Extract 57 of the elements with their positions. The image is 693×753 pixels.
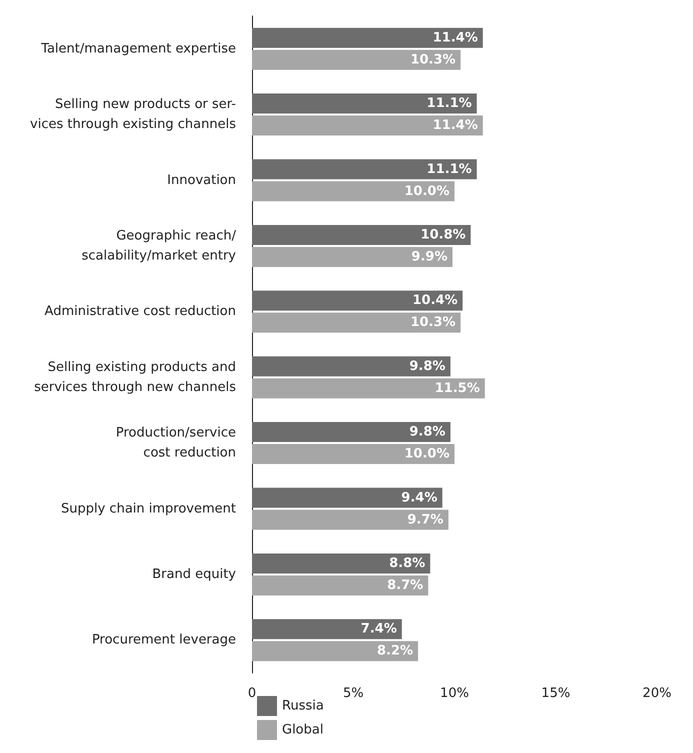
x-tick-label: 20% xyxy=(642,686,672,701)
x-tick-label: 10% xyxy=(440,686,469,701)
bar xyxy=(252,50,461,70)
data-label: 7.4% xyxy=(360,622,397,637)
bar xyxy=(252,575,428,596)
x-tick-label: 5% xyxy=(342,686,364,701)
legend-label: Global xyxy=(282,722,324,738)
data-label: 8.7% xyxy=(387,578,424,593)
data-label: 9.8% xyxy=(409,424,446,440)
bar xyxy=(252,488,442,508)
bar xyxy=(252,224,471,245)
data-label: 10.0% xyxy=(404,184,450,199)
bar xyxy=(252,444,454,464)
bar xyxy=(252,290,463,311)
data-label: 11.1% xyxy=(426,96,472,112)
y-tick-label: Selling new products or ser- vices through existing channels xyxy=(30,97,236,132)
bar xyxy=(252,510,448,530)
y-tick-label: Geographic reach/ scalability/market entry xyxy=(82,228,237,264)
y-tick-label: Brand equity xyxy=(152,566,236,582)
data-label: 9.7% xyxy=(407,512,444,528)
bar xyxy=(252,181,454,202)
y-tick-label: Selling existing products and services through new channels xyxy=(34,360,236,395)
y-tick-label: Talent/management expertise xyxy=(40,41,236,56)
bar xyxy=(252,378,485,398)
x-tick-label: 0 xyxy=(248,686,256,701)
bar xyxy=(252,116,483,136)
data-label: 11.4% xyxy=(432,30,478,46)
bar xyxy=(252,159,477,180)
data-label: 9.9% xyxy=(411,249,448,264)
data-label: 10.3% xyxy=(410,315,456,330)
data-label: 10.0% xyxy=(404,446,450,462)
bar xyxy=(252,619,402,640)
data-label: 11.4% xyxy=(432,118,478,134)
y-tick-label: Production/service cost reduction xyxy=(116,426,236,461)
data-label: 11.5% xyxy=(434,380,480,396)
data-label: 10.4% xyxy=(412,293,458,308)
data-label: 9.8% xyxy=(409,358,446,374)
bar xyxy=(252,246,452,267)
bar xyxy=(252,553,430,574)
y-tick-label: Supply chain improvement xyxy=(61,501,236,516)
y-tick-label: Innovation xyxy=(167,172,236,188)
data-label: 10.3% xyxy=(410,52,456,68)
bar xyxy=(252,94,477,114)
y-tick-label: Procurement leverage xyxy=(92,632,236,648)
legend-label: Russia xyxy=(282,698,324,714)
data-label: 10.8% xyxy=(420,227,466,242)
y-tick-label: Administrative cost reduction xyxy=(44,304,236,320)
data-label: 9.4% xyxy=(401,490,438,506)
bar xyxy=(252,356,450,376)
x-tick-label: 15% xyxy=(541,686,570,701)
data-label: 11.1% xyxy=(426,162,472,177)
data-label: 8.8% xyxy=(389,556,426,571)
data-label: 8.2% xyxy=(376,644,414,659)
bar xyxy=(252,422,450,442)
bar xyxy=(252,641,418,662)
bar xyxy=(252,28,483,48)
bar xyxy=(252,312,461,333)
